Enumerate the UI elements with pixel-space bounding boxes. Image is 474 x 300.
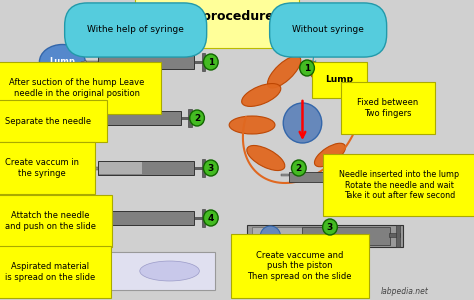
- FancyBboxPatch shape: [396, 225, 400, 247]
- FancyBboxPatch shape: [72, 114, 84, 116]
- Ellipse shape: [39, 44, 85, 80]
- Text: 2: 2: [194, 114, 200, 123]
- FancyBboxPatch shape: [86, 217, 98, 220]
- Circle shape: [203, 210, 218, 226]
- FancyBboxPatch shape: [282, 174, 289, 176]
- Ellipse shape: [283, 103, 322, 143]
- Text: 3: 3: [208, 164, 214, 173]
- Text: Attatch the needle
and push on the slide: Attatch the needle and push on the slide: [5, 211, 96, 231]
- Text: Create vaccume and
push the piston
Then spread on the slide: Create vaccume and push the piston Then …: [247, 251, 352, 281]
- Text: 1: 1: [304, 64, 310, 73]
- Polygon shape: [81, 217, 86, 220]
- Ellipse shape: [247, 146, 285, 170]
- Circle shape: [203, 160, 218, 176]
- Text: Create vaccum in
the syringe: Create vaccum in the syringe: [5, 158, 79, 178]
- Text: Separate the needle: Separate the needle: [5, 116, 91, 125]
- FancyBboxPatch shape: [201, 159, 205, 177]
- FancyBboxPatch shape: [188, 109, 191, 127]
- FancyBboxPatch shape: [247, 225, 403, 247]
- Ellipse shape: [314, 143, 346, 167]
- FancyBboxPatch shape: [289, 172, 325, 182]
- FancyBboxPatch shape: [302, 227, 390, 245]
- Ellipse shape: [306, 61, 336, 89]
- Ellipse shape: [229, 116, 275, 134]
- Ellipse shape: [267, 56, 301, 88]
- FancyBboxPatch shape: [181, 117, 190, 119]
- Circle shape: [292, 160, 306, 176]
- Text: Aspirated material
is spread on the slide: Aspirated material is spread on the slid…: [5, 262, 95, 282]
- Ellipse shape: [242, 84, 281, 106]
- Polygon shape: [81, 61, 86, 64]
- Text: 2: 2: [296, 164, 302, 173]
- FancyBboxPatch shape: [72, 117, 82, 119]
- FancyBboxPatch shape: [201, 53, 205, 71]
- Text: Without syringe: Without syringe: [292, 26, 364, 34]
- FancyBboxPatch shape: [99, 162, 142, 174]
- Circle shape: [203, 54, 218, 70]
- FancyBboxPatch shape: [84, 111, 181, 125]
- Text: labpedia.net: labpedia.net: [381, 287, 429, 296]
- Text: Needle inserted into the lump
Rotate the needle and wait
Take it out after few s: Needle inserted into the lump Rotate the…: [339, 170, 459, 200]
- Circle shape: [190, 110, 204, 126]
- FancyBboxPatch shape: [86, 61, 98, 64]
- Text: 1: 1: [208, 58, 214, 67]
- FancyBboxPatch shape: [86, 167, 98, 170]
- FancyBboxPatch shape: [98, 211, 194, 225]
- FancyBboxPatch shape: [98, 55, 194, 69]
- FancyBboxPatch shape: [194, 217, 203, 219]
- Circle shape: [300, 60, 314, 76]
- Text: FNAC procedure: FNAC procedure: [160, 10, 274, 23]
- Ellipse shape: [260, 226, 281, 246]
- Text: Lump: Lump: [325, 76, 354, 85]
- FancyBboxPatch shape: [194, 167, 203, 169]
- FancyBboxPatch shape: [252, 227, 302, 245]
- FancyBboxPatch shape: [201, 209, 205, 227]
- Polygon shape: [81, 167, 86, 170]
- FancyBboxPatch shape: [389, 233, 400, 237]
- Text: Fixed between
Two fingers: Fixed between Two fingers: [357, 98, 419, 118]
- Ellipse shape: [140, 261, 200, 281]
- FancyBboxPatch shape: [98, 161, 194, 175]
- Text: After suction of the hump Leave
needle in the original position: After suction of the hump Leave needle i…: [9, 78, 145, 98]
- FancyBboxPatch shape: [325, 174, 330, 180]
- Text: Withe help of syringe: Withe help of syringe: [87, 26, 184, 34]
- Text: 3: 3: [327, 223, 333, 232]
- FancyBboxPatch shape: [194, 61, 203, 63]
- Circle shape: [323, 219, 337, 235]
- Text: Lump: Lump: [49, 58, 75, 67]
- FancyBboxPatch shape: [91, 252, 215, 290]
- Text: 4: 4: [208, 214, 214, 223]
- FancyBboxPatch shape: [328, 170, 331, 184]
